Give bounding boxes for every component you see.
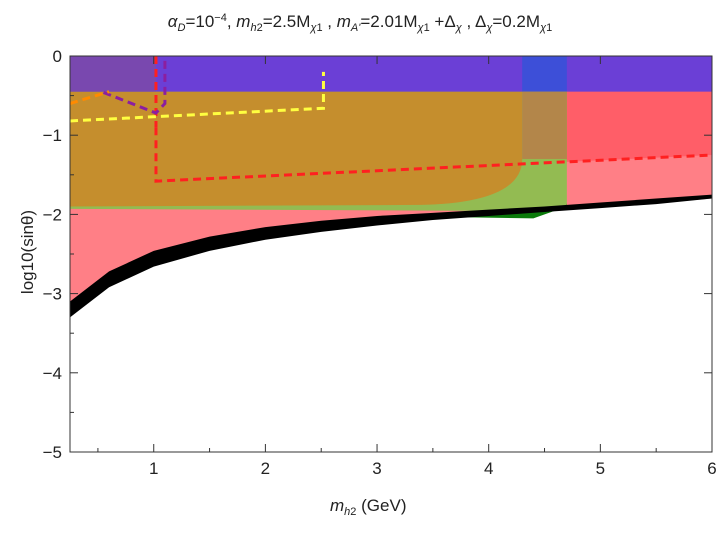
y-tick-label: −5 [43, 443, 62, 462]
y-tick-label: −4 [43, 364, 62, 383]
dashed-line-0 [154, 127, 712, 183]
x-tick-label: 5 [596, 459, 605, 478]
region-black-band [70, 194, 712, 318]
dashed-line-3 [102, 56, 167, 115]
region-tan-strip [522, 91, 567, 159]
region-orange [70, 91, 523, 207]
y-tick-label: 0 [53, 47, 62, 66]
region-blue-purple [70, 56, 712, 92]
region-dark-green [377, 203, 567, 219]
x-tick-label: 2 [261, 459, 270, 478]
y-tick-label: −2 [43, 205, 62, 224]
region-purple-left [70, 56, 156, 92]
x-axis-label: mh2 (GeV) [330, 496, 407, 518]
y-tick-label: −1 [43, 126, 62, 145]
x-tick-label: 3 [372, 459, 381, 478]
x-tick-label: 6 [707, 459, 716, 478]
x-tick-label: 4 [484, 459, 493, 478]
plot-area [70, 56, 712, 318]
region-blue-strip [522, 56, 567, 92]
x-tick-label: 1 [149, 459, 158, 478]
dashed-line-4 [70, 90, 110, 105]
chart-title: αD=10−4, mh2=2.5Mχ1 , mA'=2.01Mχ1 +Δχ , … [167, 12, 553, 34]
y-tick-label: −3 [43, 285, 62, 304]
y-axis-label: log10(sinθ) [18, 209, 37, 295]
dashed-line-2 [70, 71, 325, 123]
